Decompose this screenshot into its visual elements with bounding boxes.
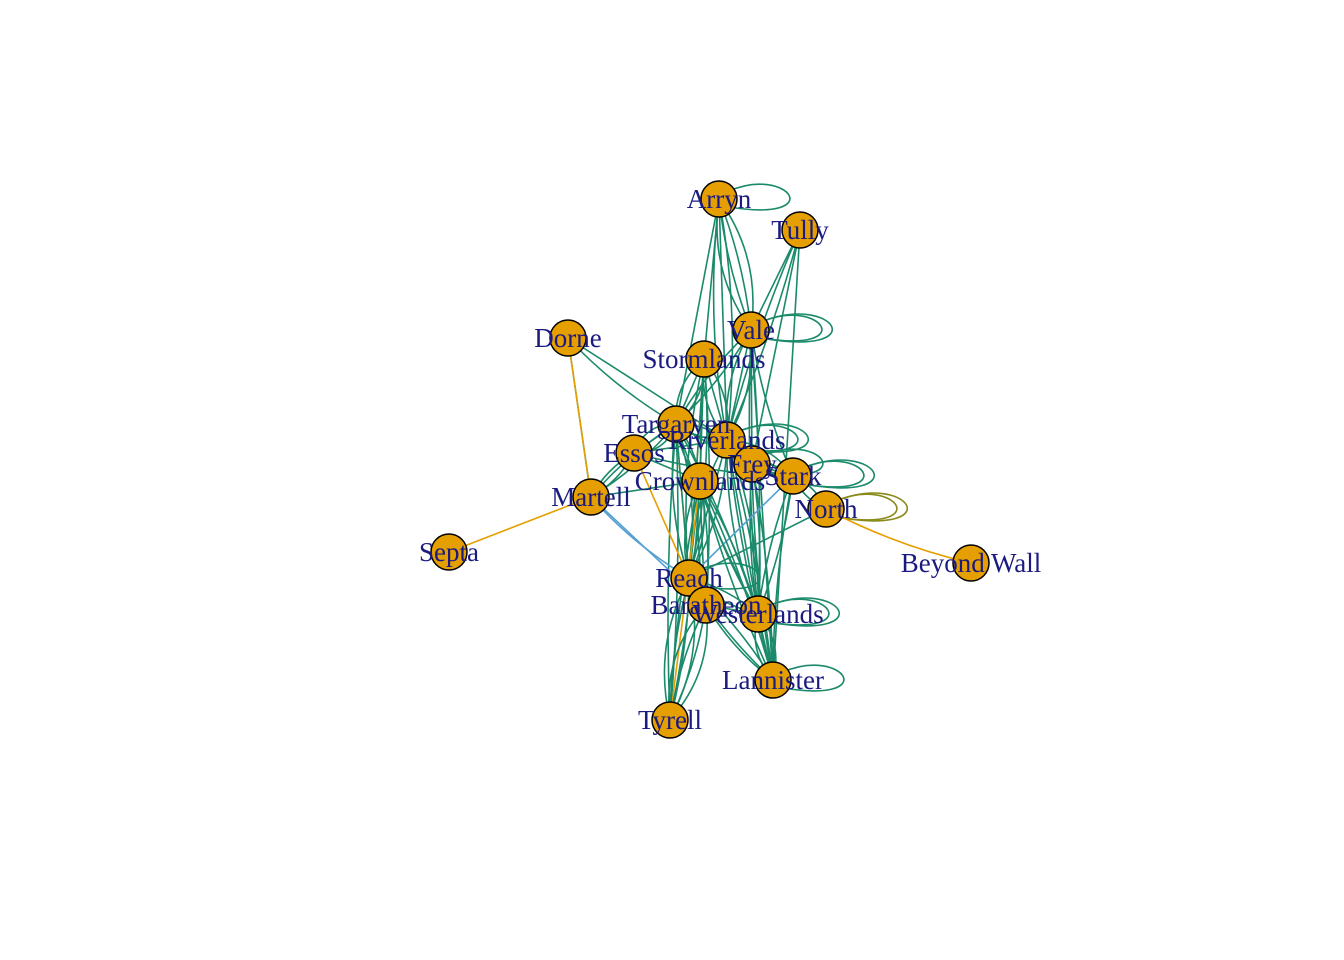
edge-stark-lannister (772, 475, 794, 681)
node-essos (615, 434, 653, 472)
node-label-riverlands: Riverlands (669, 425, 786, 455)
node-beyond-wall (952, 544, 990, 582)
node-label-dorne: Dorne (534, 323, 601, 353)
node-label-stark: Stark (765, 461, 822, 491)
node-stark (774, 457, 812, 495)
labels-layer: Arryn Tully Vale Dorne Stormlands TargaryenRi… (419, 184, 1041, 735)
node-label-tully: Tully (771, 215, 829, 245)
edge-arryn-riverlands (718, 198, 734, 441)
edge-stark-westerlands (757, 475, 794, 615)
edge-arryn-vale (718, 198, 752, 331)
node-reach (670, 559, 708, 597)
edge-arryn-riverlands (712, 198, 728, 441)
node-label-martell: Martell (551, 482, 630, 512)
node-label-frey: Frey (727, 449, 777, 479)
node-label-tyrell: Tyrell (638, 705, 702, 735)
node-label-vale: Vale (727, 315, 775, 345)
node-label-westerlands: Westerlands (692, 599, 823, 629)
node-label-beyond-wall: Beyond Wall (901, 548, 1042, 578)
edge-crownlands-lannister (699, 480, 774, 681)
node-tyrell (651, 701, 689, 739)
nodes-layer (430, 180, 990, 739)
node-label-baratheon: Baratheon (651, 590, 762, 620)
edge-north-north (835, 492, 908, 522)
edge-arryn-targaryen (675, 198, 720, 425)
edge-stark-stark (802, 459, 875, 489)
edge-vale-vale (760, 313, 833, 343)
node-label-arryn: Arryn (687, 184, 752, 214)
edge-arryn-arryn (728, 183, 791, 211)
node-north (807, 490, 845, 528)
node-riverlands (708, 421, 746, 459)
node-arryn (700, 180, 738, 218)
node-label-essos: Essos (603, 438, 665, 468)
edge-lannister-lannister (782, 664, 845, 692)
edge-crownlands-tyrell (669, 480, 701, 721)
node-label-septa: Septa (419, 537, 479, 567)
edge-reach-reach (698, 562, 761, 590)
edge-arryn-vale (718, 198, 752, 331)
edge-stark-westerlands (757, 475, 794, 615)
edge-frey-lannister (751, 463, 774, 681)
node-dorne (549, 319, 587, 357)
node-vale (732, 311, 770, 349)
node-label-stormlands: Stormlands (642, 344, 765, 374)
node-martell (572, 478, 610, 516)
node-label-targaryen: Targaryen (622, 409, 731, 439)
node-label-crownlands: Crownlands (635, 466, 766, 496)
edge-riverlands-westerlands (726, 439, 759, 615)
edge-crownlands-lannister (699, 480, 774, 681)
node-crownlands (681, 462, 719, 500)
node-label-north: North (795, 494, 858, 524)
node-tully (781, 211, 819, 249)
node-label-reach: Reach (655, 563, 723, 593)
edge-tully-lannister (772, 229, 801, 681)
node-targaryen (657, 405, 695, 443)
node-lannister (754, 661, 792, 699)
node-stormlands (685, 340, 723, 378)
edge-westerlands-westerlands (767, 597, 840, 627)
node-label-lannister: Lannister (722, 665, 824, 695)
edge-dorne-martell (567, 337, 592, 498)
node-baratheon (687, 586, 725, 624)
node-frey (733, 445, 771, 483)
node-septa (430, 533, 468, 571)
node-westerlands (739, 595, 777, 633)
